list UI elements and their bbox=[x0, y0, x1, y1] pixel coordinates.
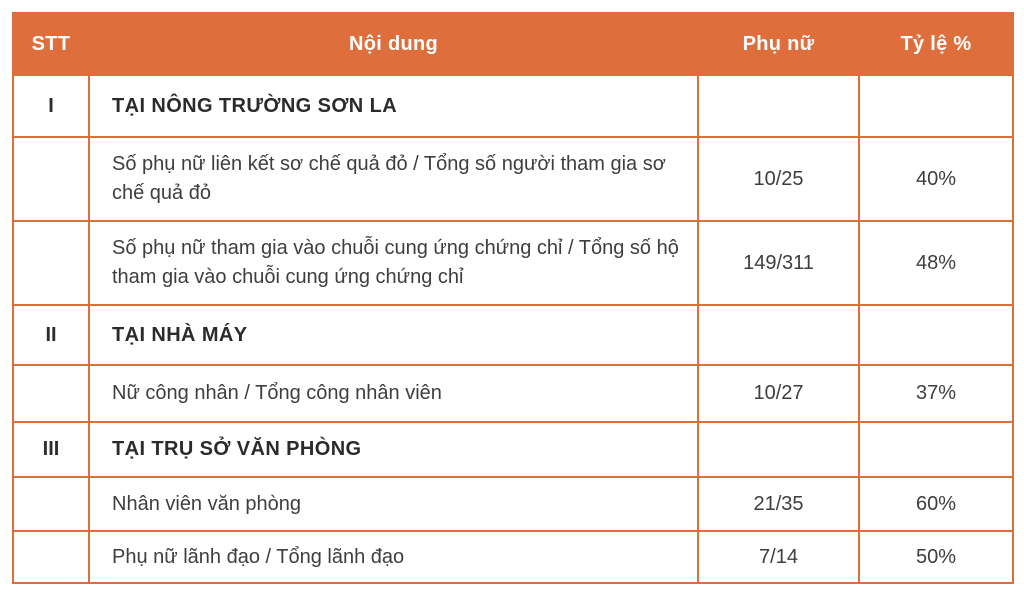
gender-statistics-table: STT Nội dung Phụ nữ Tỷ lệ % I TẠI NÔNG T… bbox=[12, 12, 1014, 584]
column-header-noi-dung: Nội dung bbox=[88, 12, 699, 76]
stt-cell bbox=[12, 530, 90, 584]
phu-nu-cell: 10/25 bbox=[697, 136, 860, 222]
ty-le-cell: 60% bbox=[858, 476, 1014, 532]
phu-nu-cell bbox=[697, 421, 860, 478]
table-row: Số phụ nữ tham gia vào chuỗi cung ứng ch… bbox=[12, 220, 1014, 306]
stt-cell: III bbox=[12, 421, 90, 478]
stt-cell bbox=[12, 364, 90, 423]
ty-le-cell: 40% bbox=[858, 136, 1014, 222]
ty-le-cell: 48% bbox=[858, 220, 1014, 306]
stt-cell: I bbox=[12, 74, 90, 138]
ty-le-cell bbox=[858, 74, 1014, 138]
stt-cell bbox=[12, 476, 90, 532]
phu-nu-cell: 7/14 bbox=[697, 530, 860, 584]
ty-le-cell: 37% bbox=[858, 364, 1014, 423]
table-row: Nhân viên văn phòng 21/35 60% bbox=[12, 476, 1014, 532]
column-header-ty-le: Tỷ lệ % bbox=[858, 12, 1014, 76]
table-row: Nữ công nhân / Tổng công nhân viên 10/27… bbox=[12, 364, 1014, 423]
content-cell: Nhân viên văn phòng bbox=[88, 476, 699, 532]
column-header-phu-nu: Phụ nữ bbox=[697, 12, 860, 76]
ty-le-cell: 50% bbox=[858, 530, 1014, 584]
content-cell: TẠI NHÀ MÁY bbox=[88, 304, 699, 366]
ty-le-cell bbox=[858, 304, 1014, 366]
content-cell: TẠI TRỤ SỞ VĂN PHÒNG bbox=[88, 421, 699, 478]
table-row-section-1: I TẠI NÔNG TRƯỜNG SƠN LA bbox=[12, 74, 1014, 138]
stt-cell bbox=[12, 220, 90, 306]
table-row-section-3: III TẠI TRỤ SỞ VĂN PHÒNG bbox=[12, 421, 1014, 478]
table-row: Số phụ nữ liên kết sơ chế quả đỏ / Tổng … bbox=[12, 136, 1014, 222]
content-cell: Số phụ nữ liên kết sơ chế quả đỏ / Tổng … bbox=[88, 136, 699, 222]
content-cell: Phụ nữ lãnh đạo / Tổng lãnh đạo bbox=[88, 530, 699, 584]
ty-le-cell bbox=[858, 421, 1014, 478]
table-row-section-2: II TẠI NHÀ MÁY bbox=[12, 304, 1014, 366]
phu-nu-cell bbox=[697, 304, 860, 366]
header-row: STT Nội dung Phụ nữ Tỷ lệ % bbox=[12, 12, 1014, 76]
content-cell: Nữ công nhân / Tổng công nhân viên bbox=[88, 364, 699, 423]
phu-nu-cell bbox=[697, 74, 860, 138]
stt-cell bbox=[12, 136, 90, 222]
phu-nu-cell: 10/27 bbox=[697, 364, 860, 423]
phu-nu-cell: 149/311 bbox=[697, 220, 860, 306]
content-cell: Số phụ nữ tham gia vào chuỗi cung ứng ch… bbox=[88, 220, 699, 306]
column-header-stt: STT bbox=[12, 12, 90, 76]
content-cell: TẠI NÔNG TRƯỜNG SƠN LA bbox=[88, 74, 699, 138]
stt-cell: II bbox=[12, 304, 90, 366]
table-row: Phụ nữ lãnh đạo / Tổng lãnh đạo 7/14 50% bbox=[12, 530, 1014, 584]
phu-nu-cell: 21/35 bbox=[697, 476, 860, 532]
